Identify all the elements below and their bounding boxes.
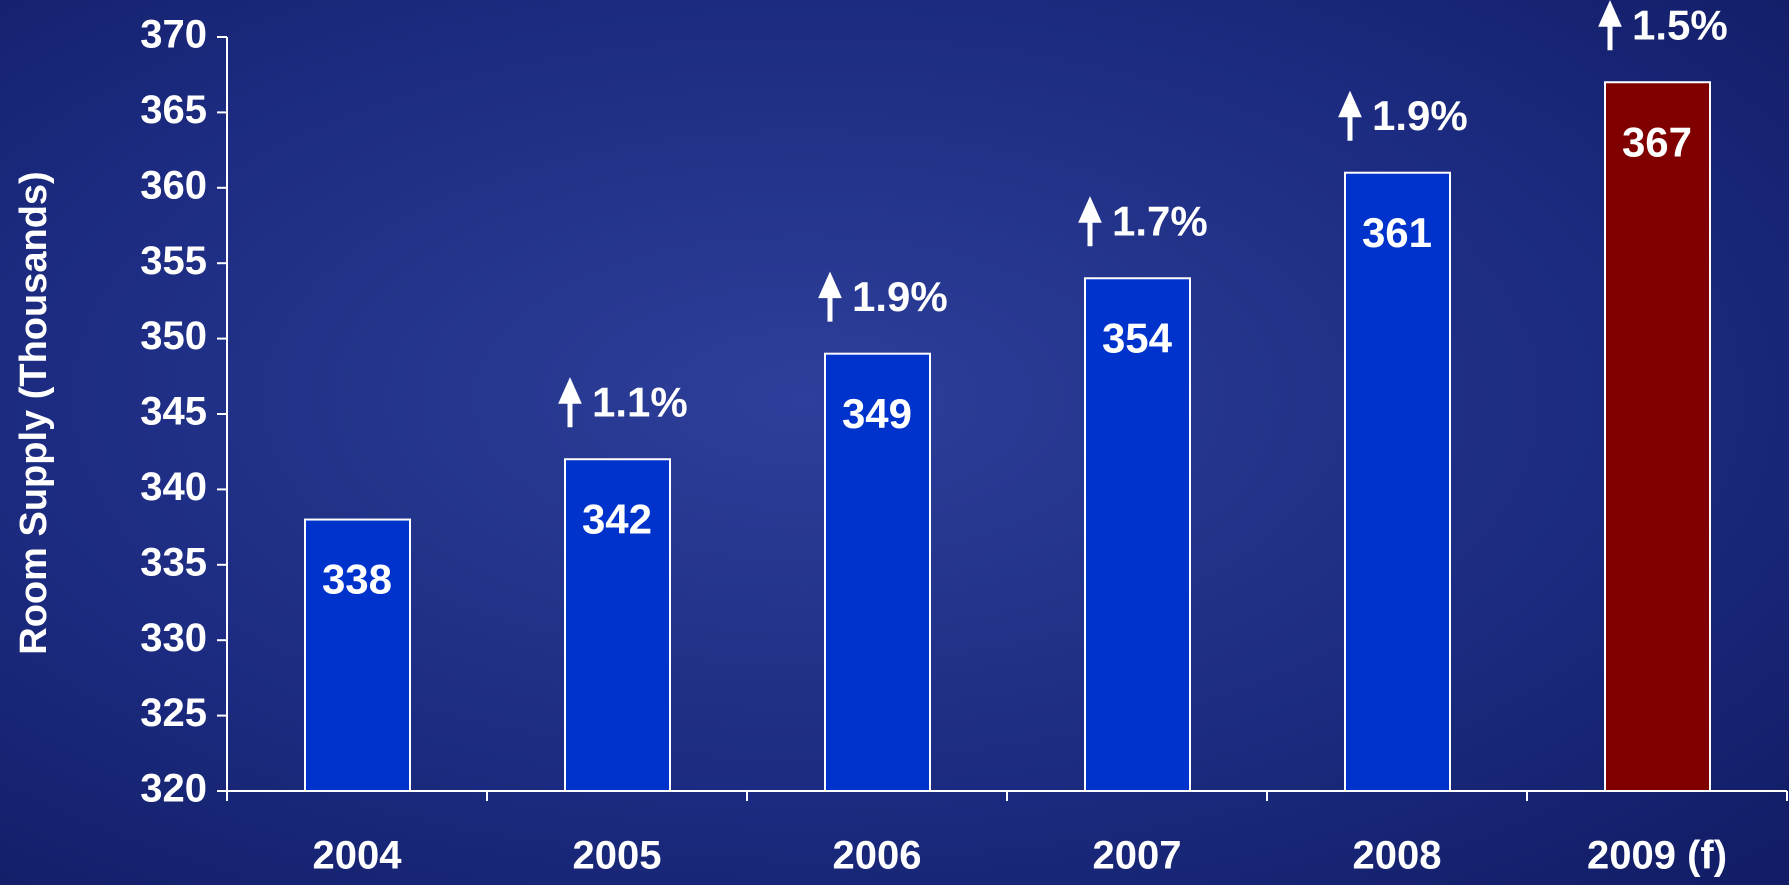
bar	[824, 352, 931, 792]
y-tick-label: 370	[140, 13, 207, 57]
value-label: 354	[1102, 314, 1173, 361]
value-label: 367	[1622, 118, 1692, 165]
growth-label: 1.9%	[1372, 92, 1468, 139]
bar	[304, 518, 411, 792]
bar	[1344, 171, 1451, 793]
value-label: 338	[322, 556, 392, 603]
growth-arrow	[1078, 196, 1102, 247]
value-label: 349	[842, 390, 912, 437]
bar	[1084, 277, 1191, 792]
x-tick-label: 2005	[573, 834, 662, 878]
y-tick-label: 325	[140, 691, 207, 735]
y-tick-label: 345	[140, 390, 207, 434]
growth-label: 1.5%	[1632, 1, 1728, 48]
growth-arrow	[1338, 90, 1362, 141]
growth-label: 1.1%	[592, 378, 688, 425]
value-label: 342	[582, 495, 652, 542]
x-tick-label: 2009 (f)	[1587, 834, 1727, 878]
y-tick-label: 330	[140, 616, 207, 660]
value-label: 361	[1362, 209, 1432, 256]
y-tick-label: 335	[140, 540, 207, 584]
x-tick-label: 2006	[833, 834, 922, 878]
x-tick-label: 2007	[1093, 834, 1182, 878]
growth-arrow	[818, 271, 842, 322]
x-tick-label: 2004	[313, 834, 403, 878]
bar	[564, 458, 671, 792]
y-tick-label: 320	[140, 767, 207, 811]
y-tick-label: 355	[140, 239, 207, 283]
y-tick-label: 350	[140, 314, 207, 358]
bar	[1604, 81, 1711, 793]
growth-label: 1.9%	[852, 273, 948, 320]
y-tick-label: 340	[140, 465, 207, 509]
growth-arrow	[1598, 0, 1622, 51]
x-tick-label: 2008	[1353, 834, 1442, 878]
y-axis-title: Room Supply (Thousands)	[13, 171, 55, 654]
growth-label: 1.7%	[1112, 197, 1208, 244]
y-tick-label: 360	[140, 163, 207, 207]
y-tick-label: 365	[140, 88, 207, 132]
growth-arrow	[558, 377, 582, 428]
